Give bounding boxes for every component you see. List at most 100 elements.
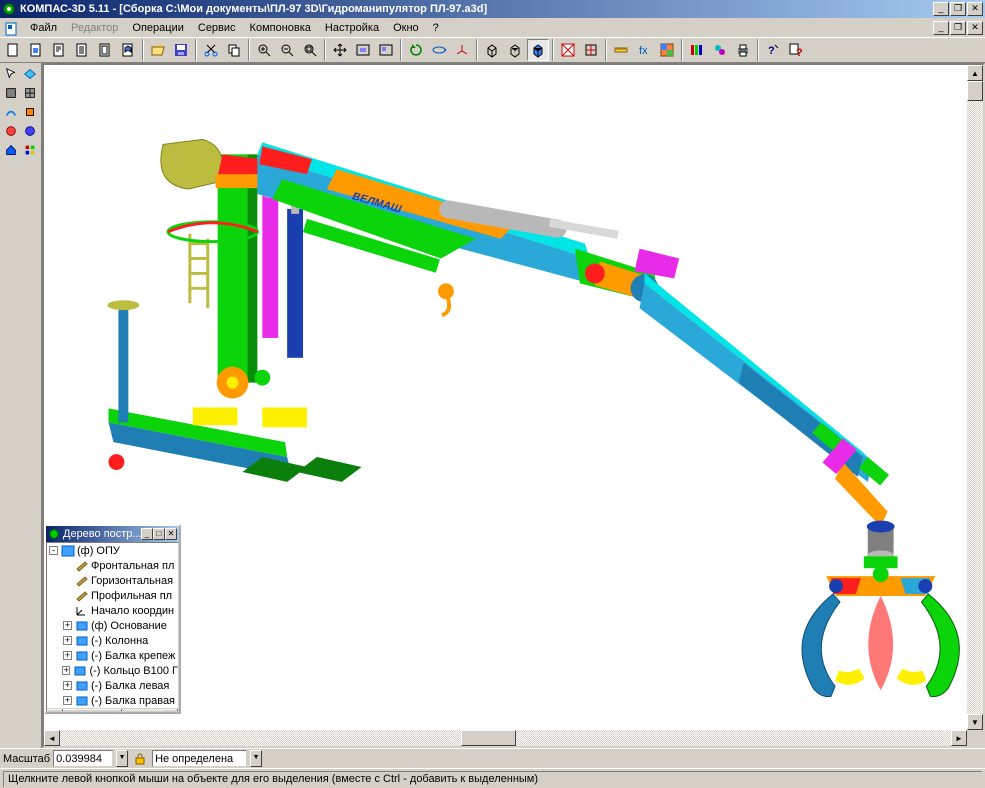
menu-settings[interactable]: Настройка (318, 21, 386, 35)
hidden-lines-icon[interactable] (504, 39, 526, 61)
svg-text:?: ? (796, 47, 803, 58)
scroll-right-icon[interactable]: ► (951, 730, 967, 746)
zoom-fit-icon[interactable] (352, 39, 374, 61)
lt-edit-icon[interactable] (2, 84, 20, 102)
close-button[interactable]: ✕ (967, 2, 983, 16)
tree-item[interactable]: +(-) Колонна (47, 633, 178, 648)
rotate-icon[interactable] (428, 39, 450, 61)
menu-file[interactable]: Файл (23, 21, 64, 35)
print-icon[interactable] (732, 39, 754, 61)
zoom-prev-icon[interactable] (375, 39, 397, 61)
lt-geom-icon[interactable] (21, 65, 39, 83)
shaded-icon[interactable] (527, 39, 549, 61)
spec-icon[interactable] (709, 39, 731, 61)
tree-toggle[interactable]: + (63, 651, 72, 660)
new-part-icon[interactable] (25, 39, 47, 61)
tree-toggle[interactable]: + (63, 621, 72, 630)
tree-toggle[interactable]: - (49, 546, 58, 555)
state-lock-icon[interactable] (131, 750, 149, 767)
tree-title[interactable]: Дерево постр... _ □ ✕ (46, 526, 179, 542)
variables-icon[interactable]: fx (633, 39, 655, 61)
tree-item[interactable]: Профильная пл (47, 588, 178, 603)
maximize-button[interactable]: ❐ (950, 2, 966, 16)
perspective-icon[interactable] (557, 39, 579, 61)
library-icon[interactable] (686, 39, 708, 61)
mdi-minimize-button[interactable]: _ (933, 21, 949, 35)
tree-body[interactable]: - (ф) ОПУ Фронтальная плГоризонтальнаяПр… (46, 542, 179, 712)
save-icon[interactable] (170, 39, 192, 61)
simplify-icon[interactable] (580, 39, 602, 61)
tree-item[interactable]: Горизонтальная (47, 573, 178, 588)
tree-min-icon[interactable]: _ (141, 528, 153, 540)
tree-item[interactable]: +(-) Балка правая (47, 693, 178, 708)
tree-item[interactable]: +(-) Балка крепеж (47, 648, 178, 663)
tree-item-label: Начало координ (91, 605, 174, 617)
tree-item[interactable]: Начало координ (47, 603, 178, 618)
measure-icon[interactable] (610, 39, 632, 61)
copy-icon[interactable] (223, 39, 245, 61)
scale-dropdown[interactable]: ▼ (116, 750, 128, 767)
tree-item[interactable]: +(-) Балка левая (47, 678, 178, 693)
redraw-icon[interactable] (405, 39, 427, 61)
materials-icon[interactable] (656, 39, 678, 61)
menu-operations[interactable]: Операции (125, 21, 190, 35)
state-dropdown[interactable]: ▼ (250, 750, 262, 767)
tree-title-text: Дерево постр... (63, 528, 141, 540)
app-titlebar: КОМПАС-3D 5.11 - [Сборка C:\Мои документ… (0, 0, 985, 18)
tree-toggle[interactable]: + (63, 696, 72, 705)
lt-constr-icon[interactable] (21, 103, 39, 121)
zoom-in-icon[interactable] (253, 39, 275, 61)
pan-icon[interactable] (329, 39, 351, 61)
tree-close-icon[interactable]: ✕ (165, 528, 177, 540)
menu-layout[interactable]: Компоновка (243, 21, 318, 35)
scale-input[interactable] (53, 750, 113, 767)
zoom-out-icon[interactable] (276, 39, 298, 61)
lt-settings-icon[interactable] (21, 141, 39, 159)
new-spec-icon[interactable] (71, 39, 93, 61)
wireframe-icon[interactable] (481, 39, 503, 61)
mdi-restore-button[interactable]: ❐ (950, 21, 966, 35)
minimize-button[interactable]: _ (933, 2, 949, 16)
tree-scroll-left[interactable]: ◄ (47, 709, 63, 712)
new-doc-icon[interactable] (2, 39, 24, 61)
tree-panel[interactable]: Дерево постр... _ □ ✕ - (ф) ОПУ Фронталь… (44, 524, 181, 714)
new-sheet-icon[interactable] (94, 39, 116, 61)
lt-surf-icon[interactable] (2, 103, 20, 121)
tree-root[interactable]: - (ф) ОПУ (47, 543, 178, 558)
state-combo[interactable]: Не определена (152, 750, 247, 767)
orient-icon[interactable] (451, 39, 473, 61)
open-icon[interactable] (147, 39, 169, 61)
cut-icon[interactable] (200, 39, 222, 61)
tree-item[interactable]: Фронтальная пл (47, 558, 178, 573)
lt-aux-icon[interactable] (21, 84, 39, 102)
tree-scroll-right[interactable]: ► (162, 709, 178, 712)
menu-editor: Редактор (64, 21, 125, 35)
part-icon (75, 620, 89, 632)
mdi-close-button[interactable]: ✕ (967, 21, 983, 35)
scroll-up-icon[interactable]: ▲ (967, 65, 983, 81)
lt-home-icon[interactable] (2, 141, 20, 159)
scrollbar-horizontal[interactable]: ◄ ► (44, 730, 967, 746)
menu-window[interactable]: Окно (386, 21, 426, 35)
scrollbar-vertical[interactable]: ▲ ▼ (967, 65, 983, 730)
help-icon[interactable]: ? (762, 39, 784, 61)
tree-max-icon[interactable]: □ (153, 528, 165, 540)
tree-item[interactable]: +(ф) Основание (47, 618, 178, 633)
viewport-3d[interactable]: ВЕЛМАШ (42, 63, 985, 748)
menu-help[interactable]: ? (426, 21, 446, 35)
canvas-3d[interactable]: ВЕЛМАШ (44, 65, 967, 730)
menu-service[interactable]: Сервис (191, 21, 243, 35)
context-help-icon[interactable]: ? (785, 39, 807, 61)
new-3d-icon[interactable] (117, 39, 139, 61)
lt-cursor-icon[interactable] (2, 65, 20, 83)
tree-toggle[interactable]: + (62, 666, 70, 675)
scroll-left-icon[interactable]: ◄ (44, 730, 60, 746)
tree-toggle[interactable]: + (63, 681, 72, 690)
scroll-down-icon[interactable]: ▼ (967, 714, 983, 730)
lt-dim-icon[interactable] (2, 122, 20, 140)
new-text-icon[interactable] (48, 39, 70, 61)
tree-toggle[interactable]: + (63, 636, 72, 645)
tree-item[interactable]: +(-) Кольцо B100 Г (47, 663, 178, 678)
lt-param-icon[interactable] (21, 122, 39, 140)
zoom-window-icon[interactable] (299, 39, 321, 61)
